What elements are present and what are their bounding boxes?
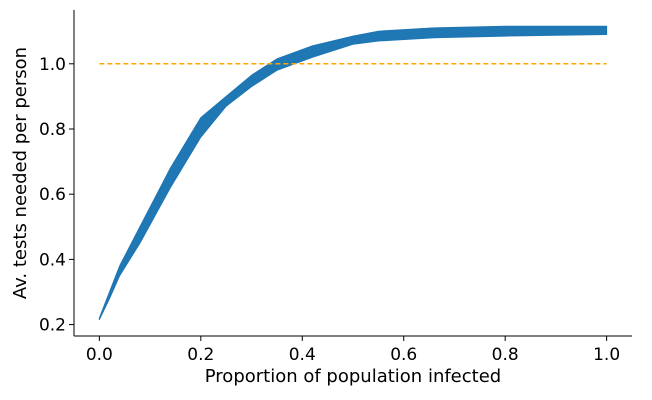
x-tick-label: 0.8 bbox=[492, 345, 519, 365]
y-tick-label: 0.2 bbox=[39, 316, 66, 336]
x-tick-label: 0.6 bbox=[390, 345, 417, 365]
axes: 0.0 0.2 0.4 0.6 0.8 1.0 0.2 0.4 0.6 0.8 1.0 bbox=[39, 10, 632, 365]
y-tick-label: 0.6 bbox=[39, 185, 66, 205]
tests-band bbox=[98, 25, 608, 321]
y-tick-label: 0.4 bbox=[39, 250, 66, 270]
y-tick-label: 1.0 bbox=[39, 55, 66, 75]
x-tick-label: 0.4 bbox=[289, 345, 316, 365]
x-axis-title: Proportion of population infected bbox=[205, 366, 501, 387]
x-tick-label: 1.0 bbox=[593, 345, 620, 365]
plot-area bbox=[98, 25, 608, 321]
y-tick-label: 0.8 bbox=[39, 120, 66, 140]
x-tick-label: 0.0 bbox=[86, 345, 113, 365]
x-tick-label: 0.2 bbox=[187, 345, 214, 365]
y-axis-title: Av. tests needed per person bbox=[10, 47, 31, 299]
